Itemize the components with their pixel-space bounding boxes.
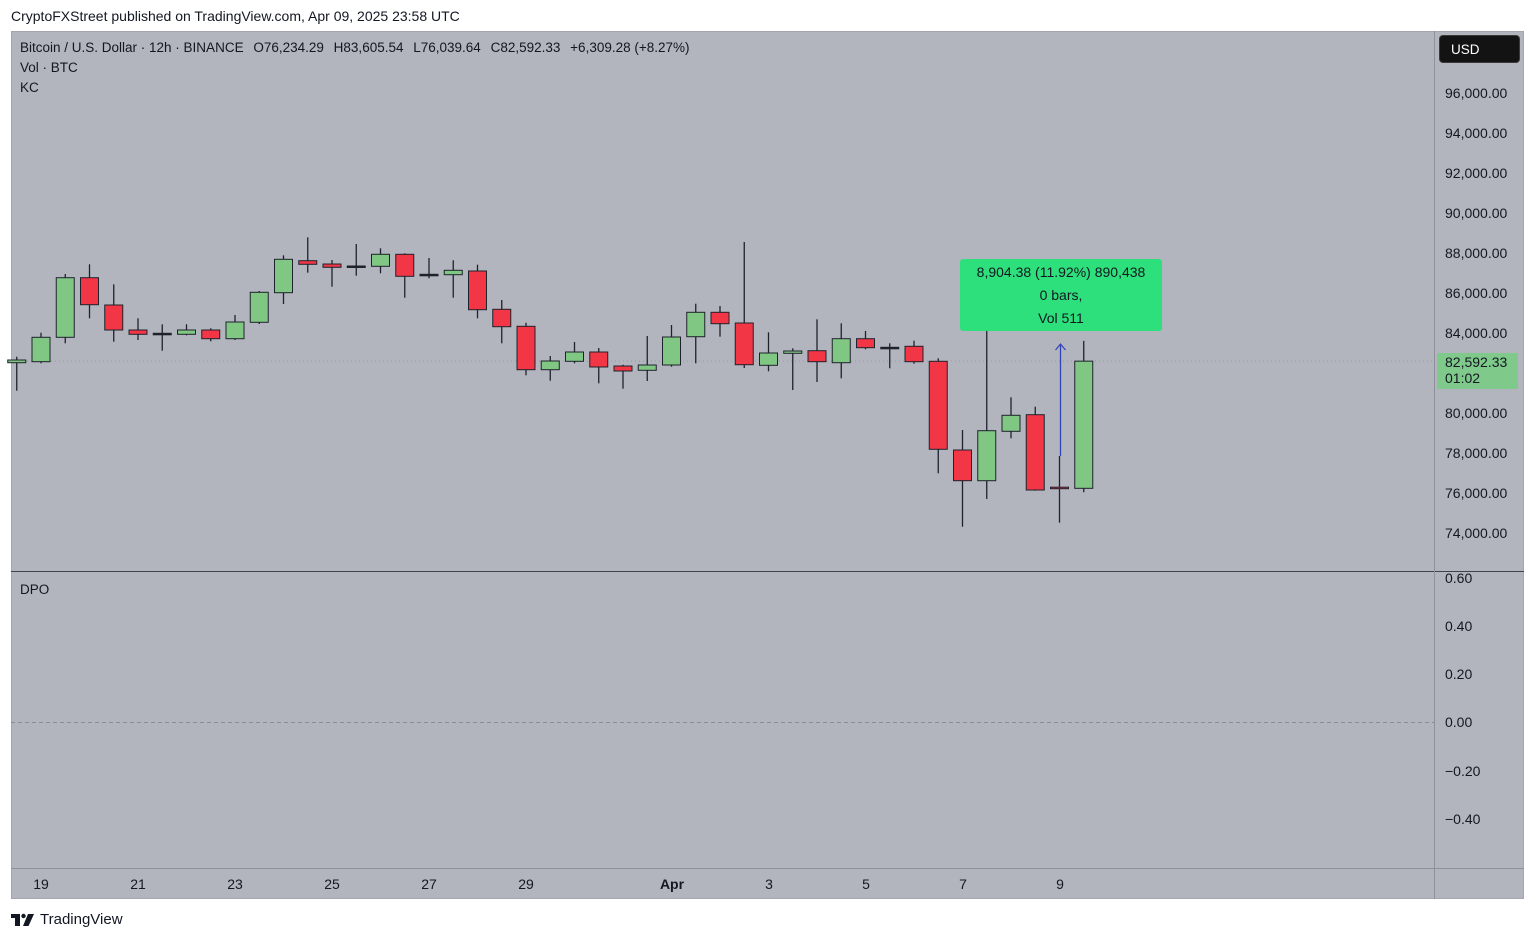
time-tick-label: 7 [959, 876, 967, 892]
candle[interactable] [80, 277, 99, 306]
candle[interactable] [686, 311, 706, 338]
tradingview-logo-icon [11, 913, 34, 926]
last-price-value: 82,592.33 [1445, 354, 1508, 370]
dpo-tick-label: 0.60 [1445, 570, 1473, 586]
candle[interactable] [395, 253, 415, 277]
measure-bars: 0 bars, [1039, 287, 1083, 303]
candle[interactable] [831, 338, 851, 364]
price-tick-label: 78,000.00 [1445, 445, 1508, 461]
candle[interactable] [662, 336, 681, 366]
dpo-pane-label[interactable]: DPO [20, 582, 50, 597]
candle[interactable] [565, 351, 584, 362]
dpo-tick-label: 0.40 [1445, 618, 1473, 634]
dpo-tick-label: 0.00 [1445, 714, 1473, 730]
volume-legend[interactable]: Vol · BTC [20, 60, 78, 75]
time-tick-label: 19 [33, 876, 49, 892]
candle[interactable] [249, 291, 269, 323]
candle[interactable] [274, 258, 293, 294]
candle[interactable] [128, 329, 148, 335]
candle[interactable] [1025, 414, 1045, 491]
dpo-tick-label: −0.20 [1445, 763, 1481, 779]
price-tick-label: 80,000.00 [1445, 405, 1508, 421]
time-tick-label: 5 [862, 876, 870, 892]
candle[interactable] [298, 260, 318, 265]
measure-tooltip: 8,904.38 (11.92%) 890,438 0 bars, Vol 51… [960, 259, 1162, 331]
candle[interactable] [31, 336, 51, 363]
price-tick-label: 92,000.00 [1445, 165, 1508, 181]
candle[interactable] [55, 277, 75, 338]
time-tick-label: 3 [765, 876, 773, 892]
candle[interactable] [783, 350, 803, 354]
price-tick-label: 76,000.00 [1445, 485, 1508, 501]
candle[interactable] [1050, 486, 1069, 490]
measure-change: 8,904.38 (11.92%) 890,438 [976, 264, 1146, 280]
candle[interactable] [516, 325, 536, 371]
candles-group [7, 237, 1094, 527]
candle[interactable] [759, 352, 778, 366]
legend-open: O76,234.29 [253, 40, 324, 55]
candle[interactable] [419, 273, 439, 277]
candle[interactable] [322, 263, 342, 268]
time-tick-label: 25 [324, 876, 340, 892]
candle[interactable] [613, 365, 633, 372]
price-tick-label: 84,000.00 [1445, 325, 1508, 341]
candle[interactable] [492, 308, 512, 328]
candle[interactable] [225, 321, 245, 340]
time-tick-label: 27 [421, 876, 437, 892]
price-tick-label: 88,000.00 [1445, 245, 1508, 261]
time-tick-label: 29 [518, 876, 534, 892]
legend-low: L76,039.64 [413, 40, 481, 55]
bar-countdown: 01:02 [1445, 370, 1481, 386]
price-tick-label: 74,000.00 [1445, 525, 1508, 541]
price-tick-label: 94,000.00 [1445, 125, 1508, 141]
candle[interactable] [443, 269, 463, 276]
candle[interactable] [177, 329, 196, 335]
candle[interactable] [1074, 360, 1094, 489]
legend-high: H83,605.54 [333, 40, 404, 55]
candle[interactable] [904, 345, 924, 363]
candle[interactable] [928, 360, 948, 450]
time-tick-label: Apr [659, 876, 685, 892]
measure-arrow-icon[interactable] [1055, 343, 1066, 456]
candle[interactable] [201, 329, 221, 340]
candle[interactable] [856, 338, 875, 349]
candle[interactable] [977, 430, 997, 482]
last-price-label: 82,592.33 01:02 [1437, 353, 1518, 389]
time-tick-label: 21 [130, 876, 146, 892]
candle[interactable] [807, 350, 827, 363]
candle[interactable] [7, 359, 27, 364]
candle[interactable] [734, 322, 754, 366]
candle[interactable] [953, 449, 972, 482]
symbol-legend[interactable]: Bitcoin / U.S. Dollar · 12h · BINANCE O7… [20, 40, 696, 55]
measure-volume: Vol 511 [1038, 310, 1084, 326]
kc-indicator-legend[interactable]: KC [20, 80, 39, 95]
time-tick-label: 23 [227, 876, 243, 892]
candle[interactable] [1001, 414, 1021, 432]
symbol-name[interactable]: Bitcoin / U.S. Dollar · 12h · BINANCE [20, 40, 244, 55]
price-tick-label: 86,000.00 [1445, 285, 1508, 301]
publish-info: CryptoFXStreet published on TradingView.… [11, 8, 460, 24]
candle[interactable] [468, 270, 487, 311]
tradingview-brand: TradingView [40, 911, 123, 928]
candle[interactable] [346, 265, 366, 268]
candle[interactable] [104, 304, 124, 331]
price-tick-label: 90,000.00 [1445, 205, 1508, 221]
footer-brand[interactable]: TradingView [11, 911, 123, 928]
candle[interactable] [710, 311, 730, 325]
candle[interactable] [540, 360, 560, 371]
time-tick-label: 9 [1056, 876, 1064, 892]
currency-button[interactable]: USD [1439, 35, 1520, 63]
candle[interactable] [371, 253, 390, 267]
dpo-tick-label: −0.40 [1445, 811, 1481, 827]
chart-frame[interactable] [11, 31, 1524, 899]
candle[interactable] [589, 351, 609, 368]
dpo-tick-label: 0.20 [1445, 666, 1473, 682]
legend-change: +6,309.28 (+8.27%) [570, 40, 690, 55]
candle[interactable] [152, 332, 172, 336]
legend-close: C82,592.33 [490, 40, 561, 55]
price-tick-label: 96,000.00 [1445, 85, 1508, 101]
candle[interactable] [880, 346, 900, 350]
candle[interactable] [637, 364, 657, 371]
